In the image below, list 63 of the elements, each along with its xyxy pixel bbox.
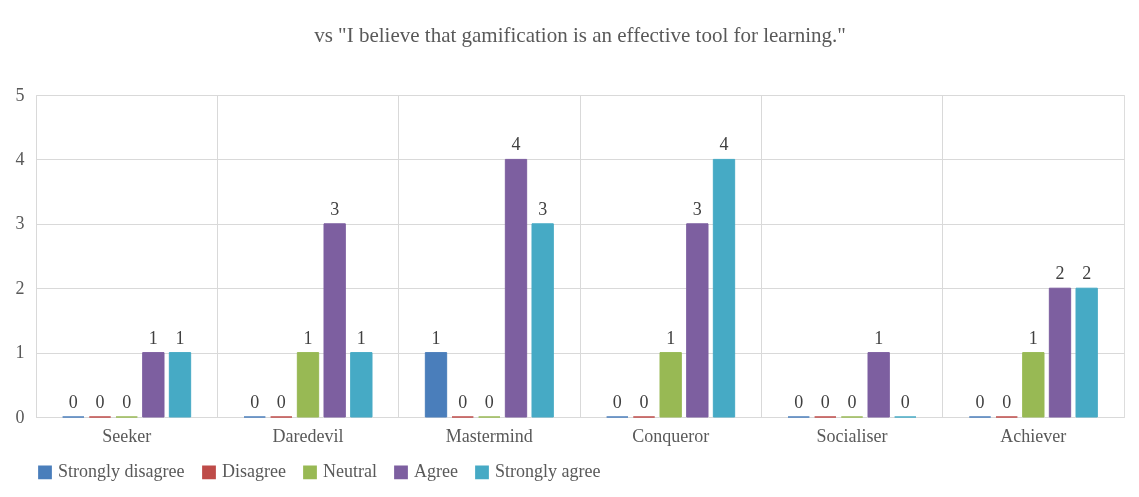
y-tick-label: 4	[15, 148, 25, 169]
bar	[1075, 287, 1098, 418]
y-tick-label: 0	[15, 406, 25, 427]
data-label: 1	[148, 327, 158, 348]
x-tick-label: Seeker	[102, 425, 152, 446]
data-label: 4	[511, 134, 521, 155]
legend-label: Agree	[414, 461, 458, 482]
x-tick-label: Mastermind	[445, 425, 533, 446]
data-label: 2	[1055, 263, 1065, 284]
bar	[1022, 352, 1045, 418]
bar	[712, 158, 736, 418]
chart-title: vs "I believe that gamification is an effective tool for learning."	[314, 23, 846, 47]
legend-label: Neutral	[323, 461, 377, 482]
y-tick-label: 3	[15, 213, 25, 234]
bar	[659, 352, 682, 418]
data-label: 0	[458, 392, 468, 412]
data-label: 0	[847, 392, 857, 412]
data-label: 1	[356, 327, 366, 348]
data-label: 0	[250, 392, 260, 412]
data-label: 0	[794, 392, 804, 412]
bar	[323, 223, 346, 418]
data-label: 4	[719, 134, 729, 155]
data-label: 1	[431, 327, 441, 348]
data-label: 0	[820, 392, 830, 412]
data-label: 1	[666, 327, 676, 348]
data-label: 1	[1028, 327, 1038, 348]
data-label: 1	[303, 327, 313, 348]
data-label: 1	[175, 327, 185, 348]
bar	[424, 352, 448, 418]
x-tick-label: Conqueror	[632, 425, 710, 446]
bar	[296, 352, 320, 418]
data-label: 0	[122, 392, 132, 412]
y-tick-label: 5	[15, 84, 25, 105]
x-tick-label: Socialiser	[816, 425, 888, 446]
data-label: 0	[975, 392, 985, 412]
bar	[142, 352, 165, 418]
bar	[168, 352, 192, 418]
bar	[504, 158, 528, 418]
data-label: 0	[276, 392, 286, 412]
x-tick-label: Achiever	[1000, 425, 1067, 446]
data-label: 3	[330, 198, 340, 219]
legend-label: Strongly disagree	[58, 461, 185, 482]
data-label: 0	[68, 392, 78, 412]
data-label: 0	[639, 392, 649, 412]
data-label: 3	[692, 198, 702, 219]
data-label: 0	[1002, 392, 1012, 412]
legend-label: Strongly agree	[495, 461, 601, 482]
y-tick-label: 2	[15, 277, 25, 298]
x-tick-label: Daredevil	[272, 425, 344, 446]
data-label: 2	[1082, 263, 1092, 284]
bar	[867, 352, 890, 418]
data-label: 0	[484, 392, 494, 412]
data-label: 1	[874, 327, 884, 348]
data-label: 0	[95, 392, 105, 412]
legend-label: Disagree	[222, 461, 286, 482]
bar	[531, 223, 554, 418]
y-tick-label: 1	[15, 342, 25, 363]
bar	[686, 223, 709, 418]
data-label: 3	[538, 198, 548, 219]
data-label: 0	[612, 392, 622, 412]
bar	[1048, 287, 1072, 418]
data-label: 0	[900, 392, 910, 412]
bar	[350, 352, 373, 418]
